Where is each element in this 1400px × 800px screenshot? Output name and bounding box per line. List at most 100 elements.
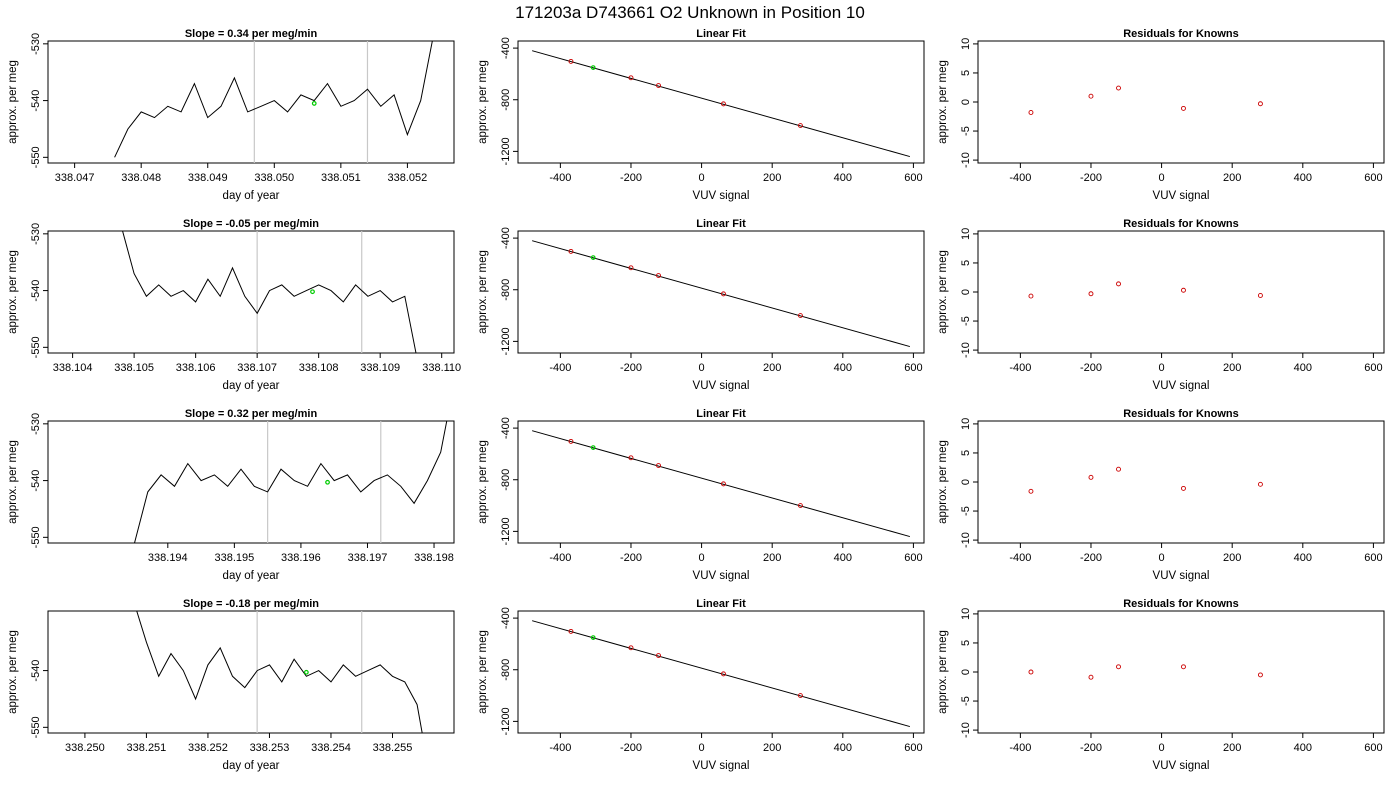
x-tick-label: 600 (1364, 362, 1382, 374)
panel-11: Linear Fit -400 -200 0 200 400 600 -400 -800 -120… (477, 598, 925, 772)
x-tick-label: -400 (549, 362, 571, 374)
x-tick-label: -400 (549, 172, 571, 184)
x-tick-label: 600 (1364, 742, 1382, 754)
x-tick-label: 0 (1159, 172, 1165, 184)
x-axis-label: VUV signal (1153, 190, 1210, 202)
x-tick-label: 400 (1294, 552, 1312, 564)
x-tick-label: 338.195 (214, 552, 254, 564)
x-tick-label: 338.049 (188, 172, 228, 184)
x-tick-label: 338.109 (360, 362, 400, 374)
y-tick-label: -1200 (500, 707, 512, 735)
x-axis-label: day of year (223, 760, 280, 772)
x-axis-label: VUV signal (693, 190, 750, 202)
x-tick-label: 338.105 (114, 362, 154, 374)
x-tick-label: -200 (1080, 172, 1102, 184)
plot-area (531, 50, 911, 158)
y-axis-label: approx. per meg (937, 440, 949, 524)
x-axis-label: day of year (223, 380, 280, 392)
x-axis-label: VUV signal (693, 570, 750, 582)
y-tick-label: -400 (500, 417, 512, 439)
plot-frame (977, 610, 1385, 734)
y-tick-label: 0 (960, 99, 972, 105)
panel-title: Residuals for Knowns (1123, 408, 1239, 420)
x-tick-label: 338.048 (121, 172, 161, 184)
y-axis-label: approx. per meg (937, 250, 949, 334)
y-tick-label: 0 (960, 479, 972, 485)
x-tick-label: 338.255 (373, 742, 413, 754)
known-point (568, 58, 574, 64)
unknown-point (590, 255, 596, 260)
known-point (568, 248, 574, 254)
x-tick-label: 338.050 (254, 172, 294, 184)
y-axis-label: approx. per meg (7, 440, 19, 524)
x-tick-label: 400 (834, 172, 852, 184)
known-point (721, 481, 726, 487)
x-tick-label: 0 (1159, 552, 1165, 564)
y-tick-label: -5 (960, 316, 972, 326)
y-tick-label: -10 (960, 532, 972, 548)
panel-title: Linear Fit (696, 408, 746, 420)
x-tick-label: 200 (1223, 552, 1241, 564)
y-tick-label: 10 (960, 418, 972, 430)
known-point (1116, 281, 1121, 287)
x-axis-label: VUV signal (693, 760, 750, 772)
x-tick-label: 338.110 (422, 362, 461, 374)
fit-line (531, 620, 911, 728)
known-point (1116, 85, 1121, 91)
x-tick-label: 0 (699, 172, 705, 184)
x-tick-label: 338.250 (65, 742, 105, 754)
x-tick-label: -400 (1009, 172, 1031, 184)
y-axis-label: approx. per meg (937, 630, 949, 714)
known-point (797, 123, 803, 129)
x-tick-label: 338.047 (55, 172, 95, 184)
panel-2: Linear Fit -400 -200 0 200 400 600 -400 -800 -120… (477, 28, 925, 202)
x-tick-label: 200 (1223, 742, 1241, 754)
x-axis-label: VUV signal (1153, 380, 1210, 392)
x-tick-label: 400 (1294, 172, 1312, 184)
data-series-line (122, 231, 417, 353)
plot-area (1028, 85, 1263, 115)
y-tick-label: -1200 (500, 327, 512, 355)
known-point (1181, 485, 1186, 491)
x-tick-label: -400 (1009, 362, 1031, 374)
panel-4: Slope = -0.05 per meg/min 338.104 338.105 3… (7, 218, 461, 392)
known-point (797, 313, 803, 319)
panel-title: Residuals for Knowns (1123, 598, 1239, 610)
known-point (1028, 293, 1034, 299)
x-tick-label: -200 (620, 172, 642, 184)
plot-frame (517, 610, 925, 734)
unknown-point (310, 289, 315, 295)
y-tick-label: -800 (500, 469, 512, 491)
y-tick-label: 0 (960, 289, 972, 295)
panel-8: Linear Fit -400 -200 0 200 400 600 -400 -800 -120… (477, 408, 925, 582)
x-tick-label: 338.198 (414, 552, 454, 564)
x-axis-label: day of year (223, 190, 280, 202)
x-tick-label: 200 (1223, 362, 1241, 374)
panel-title: Slope = 0.32 per meg/min (185, 408, 318, 420)
plot-area (531, 240, 911, 348)
x-tick-label: 0 (1159, 362, 1165, 374)
y-tick-label: 5 (960, 70, 972, 76)
y-axis-label: approx. per meg (477, 440, 489, 524)
y-tick-label: -550 (30, 526, 42, 548)
data-series-line (136, 611, 423, 733)
data-series-line (134, 421, 448, 543)
known-point (1028, 669, 1034, 675)
y-axis-label: approx. per meg (7, 630, 19, 714)
y-axis-label: approx. per meg (937, 60, 949, 144)
x-tick-label: 400 (1294, 362, 1312, 374)
x-tick-label: -200 (1080, 362, 1102, 374)
known-point (1257, 672, 1263, 678)
known-point (1088, 93, 1094, 99)
x-tick-label: -200 (620, 742, 642, 754)
figure-title: 171203a D743661 O2 Unknown in Position 1… (515, 3, 865, 22)
y-tick-label: -5 (960, 506, 972, 516)
y-tick-label: -800 (500, 659, 512, 681)
known-point (1116, 466, 1121, 472)
x-tick-label: 400 (834, 552, 852, 564)
y-tick-label: -540 (30, 660, 42, 682)
y-tick-label: -800 (500, 279, 512, 301)
known-point (656, 653, 661, 658)
panel-title: Linear Fit (696, 218, 746, 230)
x-tick-label: -200 (620, 552, 642, 564)
